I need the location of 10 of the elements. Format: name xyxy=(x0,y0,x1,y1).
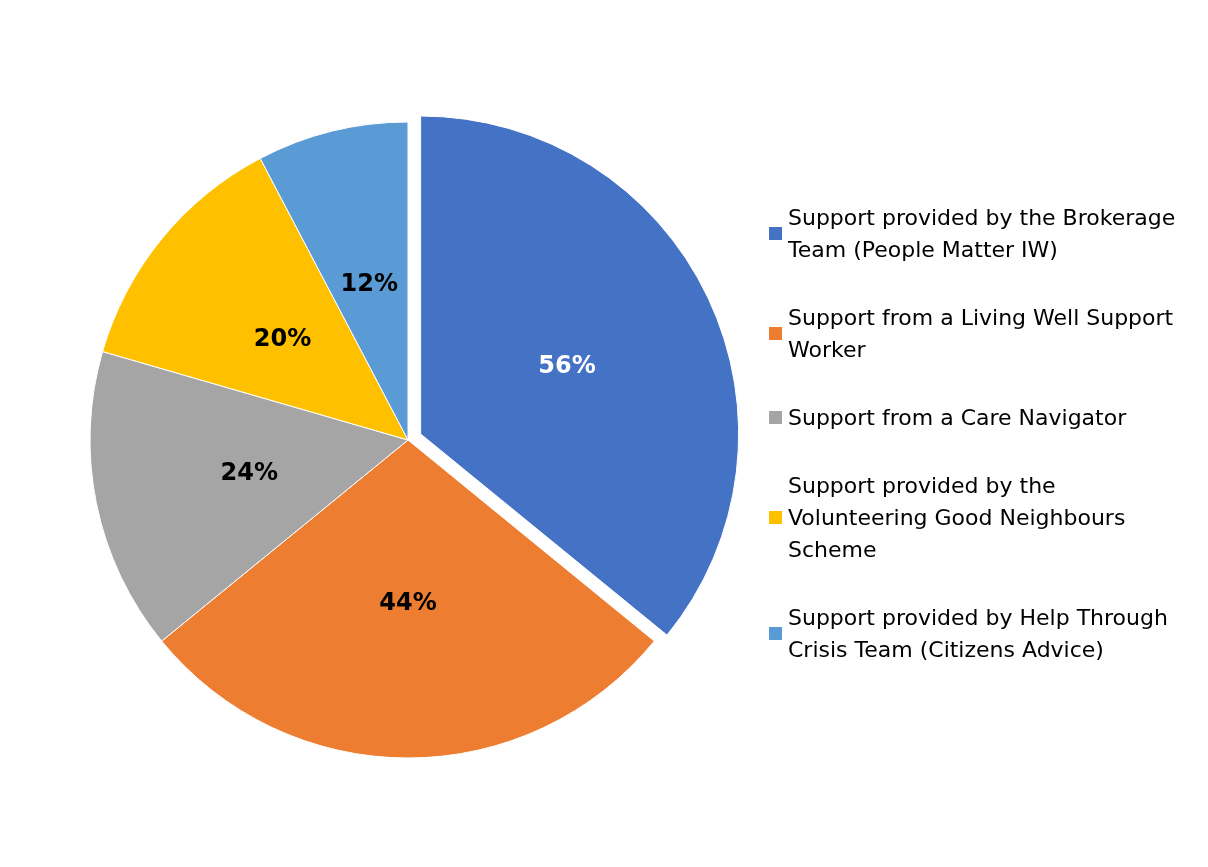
data-label: 12% xyxy=(340,268,398,297)
legend-label: Support from a Living Well Support Worker xyxy=(788,305,1181,362)
legend-label: Support provided by the Volunteering Good Neighbours Scheme xyxy=(788,473,1133,562)
data-label: 20% xyxy=(253,323,312,352)
legend-label: Support provided by the Brokerage Team (People Matter IW) xyxy=(787,205,1183,262)
data-label: 56% xyxy=(538,350,596,379)
data-label: 24% xyxy=(220,458,278,487)
data-label: 44% xyxy=(379,588,437,616)
legend-label: Support from a Care Navigator xyxy=(788,405,1128,430)
legend-label: Support provided by Help Through Crisis Team (Citizens Advice) xyxy=(788,605,1175,662)
